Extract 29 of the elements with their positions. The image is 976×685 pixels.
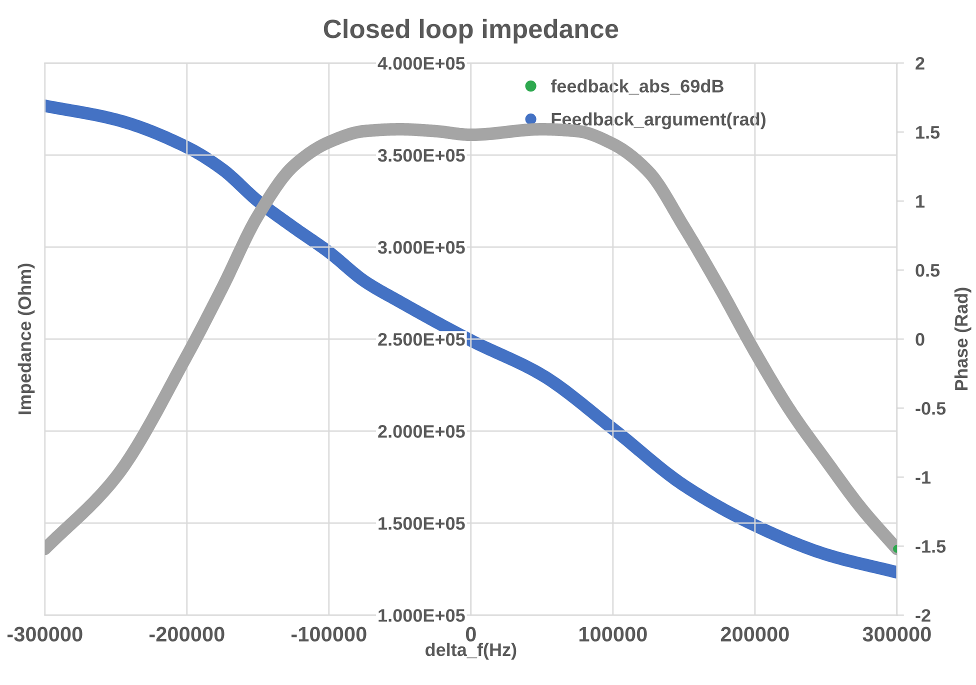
y-axis-title: Impedance (Ohm) xyxy=(18,264,35,414)
y2-tick-label: 1 xyxy=(916,195,925,208)
x-axis-title: delta_f(Hz) xyxy=(426,642,516,660)
y2-tick-label: -1 xyxy=(916,471,931,484)
x-tick-label: -100000 xyxy=(292,626,366,642)
x-tick-label: 300000 xyxy=(862,626,931,642)
x-tick-label: 0 xyxy=(466,626,476,642)
y-tick-label: 3.500E+05 xyxy=(378,148,465,162)
y2-tick-label: 1.5 xyxy=(916,126,940,139)
y2-tick-label: 0 xyxy=(916,333,924,346)
y-tick-label: 2.500E+05 xyxy=(378,333,465,346)
y2-tick-label: 2 xyxy=(916,56,924,70)
x-tick-label: -200000 xyxy=(149,626,224,642)
y-tick-label: 1.000E+05 xyxy=(378,609,465,622)
legend-label: Feedback_argument(rad) xyxy=(552,112,766,130)
y2-tick-label: -0.5 xyxy=(916,402,946,415)
chart-title: Closed loop impedance xyxy=(324,18,618,44)
y2-tick-label: -1.5 xyxy=(916,540,946,553)
y2-tick-label: 0.5 xyxy=(916,264,940,277)
y-tick-label: 4.000E+05 xyxy=(378,56,465,70)
y2-axis-title: Phase (Rad) xyxy=(954,288,972,390)
x-tick-label: 200000 xyxy=(720,626,789,642)
y-tick-label: 3.000E+05 xyxy=(378,240,465,254)
x-tick-label: 100000 xyxy=(579,626,647,642)
y-tick-label: 1.500E+05 xyxy=(378,517,465,530)
y-tick-label: 2.000E+05 xyxy=(378,425,465,438)
y2-tick-label: -2 xyxy=(916,609,930,622)
legend-label: feedback_abs_69dB xyxy=(550,79,724,95)
x-tick-label: -300000 xyxy=(7,626,82,642)
